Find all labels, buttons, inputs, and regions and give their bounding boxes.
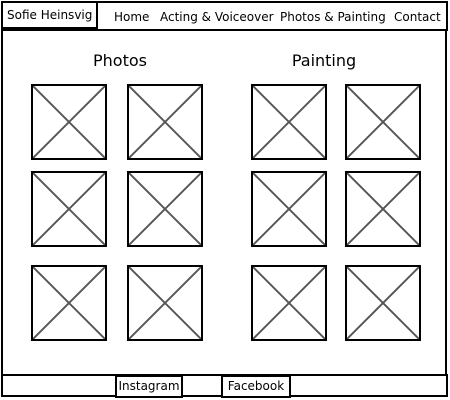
image-placeholder-icon: [129, 173, 201, 245]
image-placeholder-icon: [347, 173, 419, 245]
photo-placeholder[interactable]: [31, 171, 107, 247]
painting-title: Painting: [291, 51, 357, 70]
photos-title: Photos: [93, 51, 147, 70]
facebook-link[interactable]: Facebook: [221, 375, 291, 398]
photo-placeholder[interactable]: [31, 265, 107, 341]
image-placeholder-icon: [33, 173, 105, 245]
image-placeholder-icon: [33, 86, 105, 158]
image-placeholder-icon: [347, 86, 419, 158]
painting-placeholder[interactable]: [345, 265, 421, 341]
nav-acting-voiceover[interactable]: Acting & Voiceover: [160, 10, 274, 24]
image-placeholder-icon: [347, 267, 419, 339]
site-brand[interactable]: Sofie Heinsvig: [1, 1, 98, 29]
photo-placeholder[interactable]: [127, 265, 203, 341]
painting-placeholder[interactable]: [251, 265, 327, 341]
painting-placeholder[interactable]: [251, 171, 327, 247]
painting-placeholder[interactable]: [345, 171, 421, 247]
photo-placeholder[interactable]: [127, 84, 203, 160]
image-placeholder-icon: [253, 173, 325, 245]
nav-photos-painting[interactable]: Photos & Painting: [280, 10, 386, 24]
painting-placeholder[interactable]: [345, 84, 421, 160]
painting-placeholder[interactable]: [251, 84, 327, 160]
image-placeholder-icon: [253, 267, 325, 339]
nav-contact[interactable]: Contact: [394, 10, 441, 24]
image-placeholder-icon: [129, 267, 201, 339]
image-placeholder-icon: [253, 86, 325, 158]
image-placeholder-icon: [33, 267, 105, 339]
nav-home[interactable]: Home: [114, 10, 150, 24]
photo-placeholder[interactable]: [31, 84, 107, 160]
image-placeholder-icon: [129, 86, 201, 158]
instagram-link[interactable]: Instagram: [115, 375, 183, 398]
photo-placeholder[interactable]: [127, 171, 203, 247]
